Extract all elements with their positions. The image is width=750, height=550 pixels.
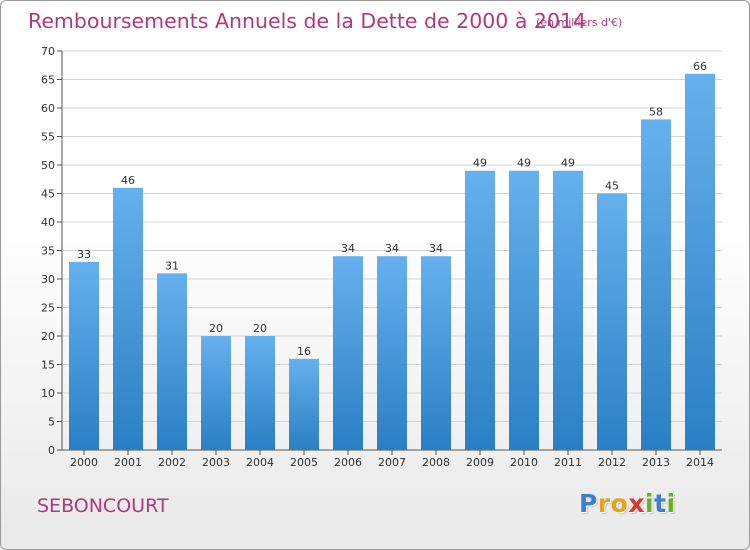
data-label: 34 [341, 242, 355, 255]
bar [289, 358, 319, 450]
data-label: 49 [517, 157, 531, 170]
y-tick-label: 20 [41, 330, 55, 343]
x-tick-label: 2012 [598, 456, 626, 469]
bar [421, 256, 451, 450]
data-label: 34 [385, 242, 399, 255]
bar [685, 73, 715, 451]
y-tick-label: 70 [41, 45, 55, 58]
data-label: 34 [429, 242, 443, 255]
y-tick-label: 35 [41, 245, 55, 258]
y-tick-label: 45 [41, 188, 55, 201]
x-tick-label: 2003 [202, 456, 230, 469]
x-tick-label: 2013 [642, 456, 670, 469]
y-tick-label: 30 [41, 273, 55, 286]
data-label: 16 [297, 345, 311, 358]
bar [465, 170, 495, 450]
bar [597, 193, 627, 450]
x-tick-label: 2011 [554, 456, 582, 469]
data-label: 20 [253, 322, 267, 335]
x-tick-label: 2002 [158, 456, 186, 469]
x-tick-label: 2014 [686, 456, 714, 469]
logo-letter: i [666, 489, 676, 518]
proxiti-logo[interactable]: Proxiti [579, 489, 676, 518]
y-tick-label: 55 [41, 131, 55, 144]
logo-letter: x [628, 489, 645, 518]
x-tick-label: 2006 [334, 456, 362, 469]
data-label: 49 [473, 157, 487, 170]
logo-letter: o [610, 489, 629, 518]
y-tick-label: 40 [41, 216, 55, 229]
labels: 33 46 31 20 20 16 34 34 34 49 49 49 45 58 66 [77, 60, 707, 358]
bar [69, 261, 99, 450]
y-tick-label: 50 [41, 159, 55, 172]
x-tick-label: 2010 [510, 456, 538, 469]
data-label: 33 [77, 248, 91, 261]
x-tick-label: 2009 [466, 456, 494, 469]
bar [641, 119, 671, 451]
y-tick-label: 15 [41, 359, 55, 372]
bar [509, 170, 539, 450]
axes: 0 5 10 15 20 25 30 35 40 45 50 55 60 65 70 2000 2001 2002… [41, 45, 722, 469]
bar [245, 336, 275, 450]
logo-letter: r [597, 489, 611, 518]
y-tick-label: 5 [48, 416, 55, 429]
data-label: 46 [121, 174, 135, 187]
y-tick-label: 10 [41, 387, 55, 400]
data-label: 20 [209, 322, 223, 335]
logo-letter: i [645, 489, 655, 518]
y-tick-label: 25 [41, 302, 55, 315]
x-tick-label: 2000 [70, 456, 98, 469]
logo-letter: t [654, 489, 667, 518]
bar [333, 256, 363, 450]
data-label: 58 [649, 105, 663, 118]
y-tick-label: 0 [48, 444, 55, 457]
bar [553, 170, 583, 450]
logo-letter: P [579, 489, 598, 518]
city-name: SEBONCOURT [37, 495, 169, 517]
chart-title: Remboursements Annuels de la Dette de 20… [28, 9, 587, 33]
data-label: 66 [693, 60, 707, 73]
bar [113, 187, 143, 451]
x-tick-label: 2001 [114, 456, 142, 469]
y-tick-label: 60 [41, 102, 55, 115]
x-tick-label: 2004 [246, 456, 274, 469]
bar [201, 336, 231, 450]
y-tick-label: 65 [41, 74, 55, 87]
x-tick-label: 2005 [290, 456, 318, 469]
x-tick-label: 2008 [422, 456, 450, 469]
data-label: 31 [165, 259, 179, 272]
data-label: 45 [605, 180, 619, 193]
bar [157, 273, 187, 450]
bars [69, 73, 715, 451]
bar [377, 256, 407, 450]
data-label: 49 [561, 157, 575, 170]
chart-subtitle: (en milliers d'€) [536, 16, 623, 29]
x-tick-label: 2007 [378, 456, 406, 469]
